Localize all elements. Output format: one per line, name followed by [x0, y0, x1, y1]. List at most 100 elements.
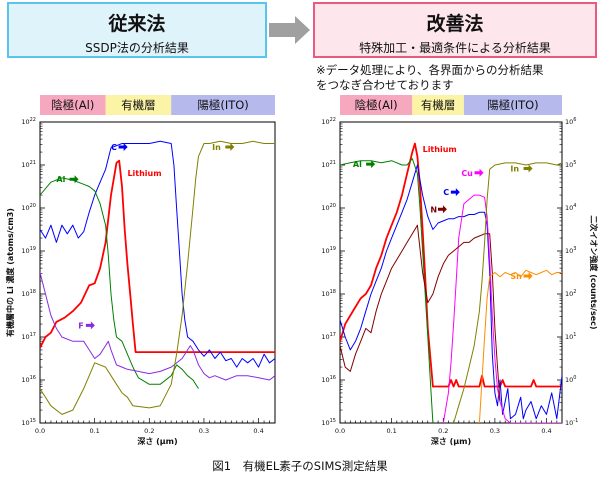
- series-label-cu: Cu: [461, 169, 473, 178]
- y-tick-label: 1019: [21, 246, 36, 255]
- y-tick-label: 1022: [21, 117, 36, 126]
- arrow-right-icon: [85, 321, 95, 330]
- layer-band-label-1: 有機層: [121, 98, 156, 112]
- series-label-in: In: [510, 164, 519, 173]
- series-in: [453, 162, 562, 423]
- series-label-in: In: [212, 143, 221, 152]
- x-tick-label: 0.0: [335, 427, 345, 435]
- arrow-right-icon: [474, 168, 484, 177]
- arrow-right-icon: [437, 205, 447, 214]
- x-tick-label: 0.3: [199, 427, 209, 435]
- series-sn: [478, 269, 562, 423]
- series-lithium: [340, 142, 562, 388]
- note-line-2: をつなぎ合わせております: [316, 78, 454, 92]
- series-n: [340, 224, 501, 402]
- series-label-al: Al: [353, 160, 362, 169]
- layer-band-label-2: 陽極(ITO): [197, 98, 248, 112]
- plot-area: [39, 121, 276, 424]
- x-tick-label: 0.2: [144, 427, 154, 435]
- chart-improved: 陰極(Al) 有機層 陽極(ITO)101510161017101810191020…: [321, 95, 599, 446]
- y-axis-title: 有機層中の Li 濃度 (atoms/cm3): [5, 208, 15, 337]
- layer-band-2: [171, 95, 275, 115]
- figure-caption: 図1 有機EL素子のSIMS測定結果: [212, 459, 388, 473]
- y-right-tick-label: 106: [565, 117, 576, 126]
- layer-band-label-0: 陰極(Al): [51, 98, 94, 112]
- series-label-al: Al: [56, 175, 65, 184]
- transition-arrow-icon: [269, 16, 310, 44]
- y-tick-label: 1021: [321, 160, 336, 169]
- layer-band-label-1: 有機層: [421, 98, 456, 112]
- series-c: [340, 164, 562, 420]
- series-label-lithium: Lithium: [127, 169, 161, 178]
- y-tick-label: 1016: [321, 375, 336, 384]
- y-tick-label: 1022: [321, 117, 336, 126]
- x-axis-title: 深さ (μm): [431, 436, 471, 446]
- y-right-tick-label: 10-1: [565, 418, 578, 427]
- arrow-right-icon: [225, 142, 235, 151]
- y-right-tick-label: 105: [565, 160, 576, 169]
- layer-band-label-2: 陽極(ITO): [487, 98, 538, 112]
- y-tick-label: 1016: [21, 375, 36, 384]
- series-label-c: C: [443, 188, 449, 197]
- layer-band-1: [105, 95, 172, 115]
- conventional-method-box: 従来法 SSDP法の分析結果: [7, 2, 267, 58]
- series-group: [40, 140, 275, 415]
- series-al: [340, 158, 434, 423]
- chart-ssdp: 陰極(Al) 有機層 陽極(ITO) 1015 1016 1017 1018 1019 1020…: [5, 95, 276, 446]
- y-tick-label: 1019: [321, 246, 336, 255]
- x-tick-label: 0.4: [253, 427, 263, 435]
- series-label-f: F: [78, 321, 83, 330]
- conventional-method-subtitle: SSDP法の分析結果: [85, 41, 189, 55]
- layer-band-0: [40, 95, 106, 115]
- arrow-right-icon: [366, 160, 376, 169]
- x-tick-label: 0.1: [89, 427, 99, 435]
- x-tick-label: 0.2: [438, 427, 448, 435]
- note-line-1: ※データ処理により、各界面からの分析結果: [316, 63, 544, 77]
- series-label-lithium: Lithium: [423, 145, 457, 154]
- layer-band-2: [463, 95, 562, 115]
- note-text: ※データ処理により、各界面からの分析結果 をつなぎ合わせております: [316, 63, 543, 93]
- layer-band-1: [412, 95, 464, 115]
- improved-method-box: 改善法 特殊加工・最適条件による分析結果: [313, 2, 597, 58]
- y-tick-label: 1018: [321, 289, 336, 298]
- x-tick-label: 0.3: [490, 427, 500, 435]
- y-tick-label: 1017: [21, 332, 36, 341]
- conventional-method-title: 従来法: [108, 13, 166, 35]
- series-al: [40, 177, 199, 389]
- arrow-right-icon: [450, 188, 460, 197]
- y-right-tick-label: 104: [565, 203, 576, 212]
- x-tick-label: 0.4: [541, 427, 551, 435]
- y-right-axis-title: 二次イオン強度 (counts/sec): [589, 215, 599, 329]
- arrow-right-icon: [69, 175, 79, 184]
- arrow-right-icon: [523, 271, 533, 280]
- y-tick-label: 1015: [21, 418, 36, 427]
- x-tick-label: 0.1: [386, 427, 396, 435]
- y-tick-label: 1020: [21, 203, 36, 212]
- series-cu: [442, 194, 562, 423]
- series-label-n: N: [430, 205, 437, 214]
- layer-band-label-0: 陰極(Al): [355, 98, 398, 112]
- improved-method-title: 改善法: [426, 13, 484, 35]
- y-right-tick-label: 100: [565, 375, 576, 384]
- x-tick-label: 0.0: [35, 427, 45, 435]
- series-label-c: C: [111, 143, 117, 152]
- layer-band-0: [340, 95, 413, 115]
- arrow-right-icon: [118, 142, 128, 151]
- y-tick-label: 1017: [321, 332, 336, 341]
- arrow-right-icon: [523, 164, 533, 173]
- y-right-tick-label: 101: [565, 332, 576, 341]
- series-lithium: [40, 159, 275, 354]
- y-tick-label: 1018: [21, 289, 36, 298]
- y-tick-label: 1015: [321, 418, 336, 427]
- series-group: [340, 142, 562, 423]
- improved-method-subtitle: 特殊加工・最適条件による分析結果: [359, 41, 551, 55]
- plot-area: [339, 121, 563, 424]
- series-label-sn: Sn: [510, 272, 522, 281]
- x-axis-title: 深さ (μm): [137, 436, 177, 446]
- series-f: [40, 272, 275, 381]
- y-tick-label: 1020: [321, 203, 336, 212]
- y-right-tick-label: 102: [565, 289, 576, 298]
- y-tick-label: 1021: [21, 160, 36, 169]
- series-c: [40, 140, 275, 368]
- series-in: [40, 140, 275, 415]
